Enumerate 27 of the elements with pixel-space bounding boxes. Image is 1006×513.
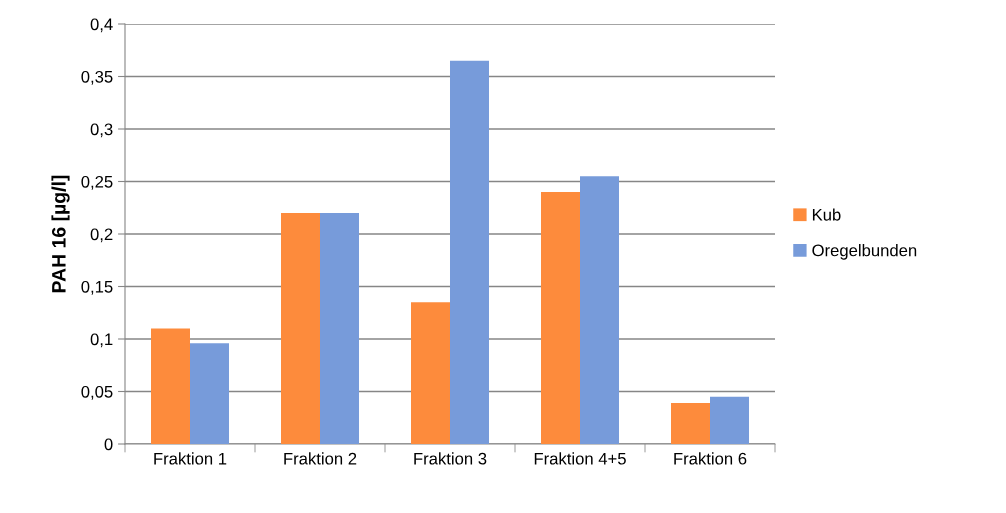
legend-label: Oregelbunden — [812, 244, 917, 260]
bar — [281, 213, 320, 444]
bar — [580, 176, 619, 444]
x-tick-label: Fraktion 2 — [284, 452, 357, 465]
bar — [671, 403, 710, 444]
bar — [411, 302, 450, 444]
y-tick-label: 0,15 — [81, 280, 113, 295]
bar — [541, 192, 580, 444]
bar — [151, 328, 190, 444]
legend-label: Kub — [812, 208, 841, 221]
y-tick-label: 0 — [104, 438, 113, 451]
bar — [190, 343, 229, 444]
bar — [450, 60, 489, 444]
y-tick-label: 0,4 — [90, 18, 113, 33]
y-tick-label: 0,35 — [81, 70, 113, 85]
y-tick-label: 0,05 — [81, 385, 113, 400]
x-tick-label: Fraktion 1 — [154, 452, 227, 465]
y-axis-title: PAH 16 [µg/l] — [51, 175, 70, 293]
y-tick-label: 0,25 — [81, 175, 113, 190]
bar — [320, 213, 359, 444]
y-tick-label: 0,1 — [90, 333, 113, 348]
y-tick-label: 0,2 — [90, 228, 113, 243]
y-tick-label: 0,3 — [90, 123, 113, 138]
bar — [710, 396, 749, 444]
x-tick-label: Fraktion 3 — [414, 452, 487, 465]
x-tick-label: Fraktion 6 — [674, 452, 747, 465]
x-tick-label: Fraktion 4+5 — [534, 452, 626, 465]
